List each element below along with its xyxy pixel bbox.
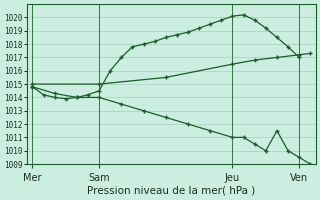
X-axis label: Pression niveau de la mer( hPa ): Pression niveau de la mer( hPa ) xyxy=(87,186,255,196)
